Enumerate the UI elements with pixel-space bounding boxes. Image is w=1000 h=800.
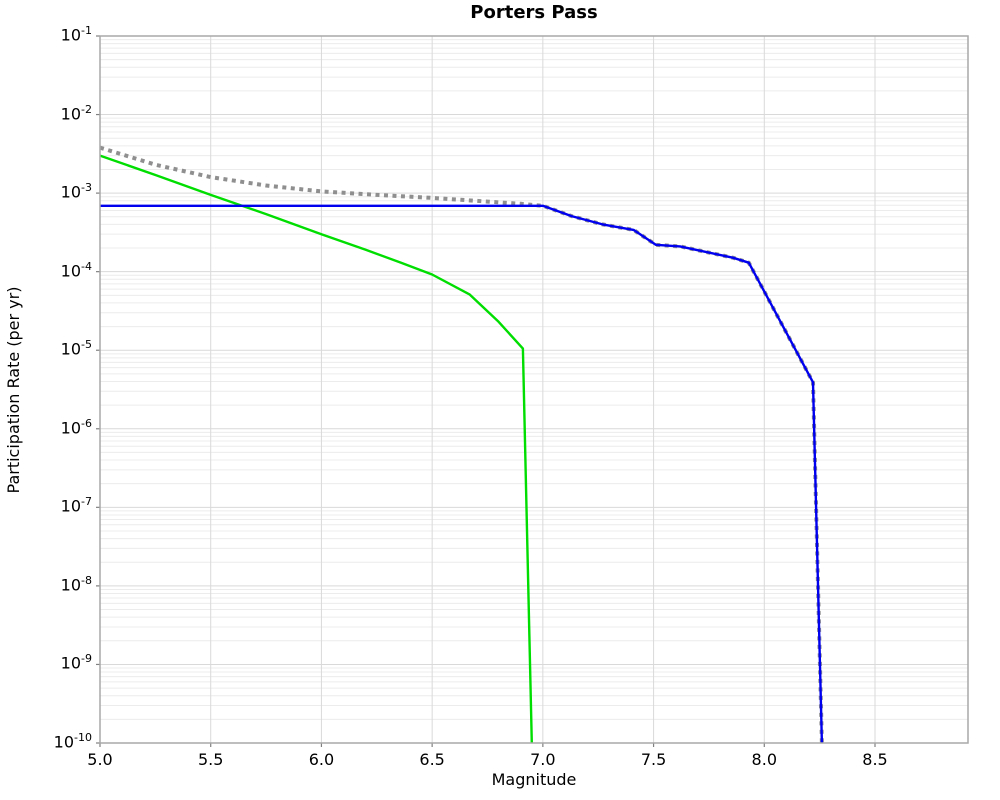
series-green-solid-curve bbox=[99, 154, 533, 744]
x-tick-label: 7.5 bbox=[640, 750, 667, 769]
y-tick-base: 10 bbox=[60, 25, 82, 45]
y-tick-label: 10-1 bbox=[22, 24, 92, 45]
y-tick-base: 10 bbox=[60, 496, 82, 516]
y-tick-exponent: -1 bbox=[81, 24, 92, 37]
y-tick-label: 10-9 bbox=[22, 652, 92, 673]
series-gray-dotted-curve bbox=[99, 145, 824, 744]
y-tick-label: 10-4 bbox=[22, 259, 92, 280]
x-tick-label: 6.5 bbox=[419, 750, 445, 769]
y-tick-exponent: -10 bbox=[74, 731, 92, 744]
x-axis-title: Magnitude bbox=[491, 770, 577, 789]
y-tick-label: 10-2 bbox=[22, 102, 92, 123]
x-tick-label: 7.0 bbox=[530, 750, 556, 769]
y-tick-exponent: -7 bbox=[81, 495, 92, 509]
y-tick-base: 10 bbox=[60, 103, 82, 123]
y-tick-label: 10-3 bbox=[22, 181, 92, 202]
y-tick-base: 10 bbox=[60, 182, 82, 202]
y-tick-base: 10 bbox=[60, 418, 82, 438]
chart-title: Porters Pass bbox=[470, 2, 598, 23]
y-tick-base: 10 bbox=[53, 732, 75, 752]
y-axis-title: Participation Rate (per yr) bbox=[4, 286, 23, 494]
plot-border bbox=[99, 35, 969, 744]
x-tick-label: 8.5 bbox=[862, 750, 888, 769]
y-tick-exponent: -6 bbox=[81, 416, 92, 430]
y-tick-exponent: -8 bbox=[81, 573, 92, 587]
y-tick-base: 10 bbox=[60, 339, 82, 359]
y-tick-label: 10-7 bbox=[22, 495, 92, 516]
y-tick-base: 10 bbox=[60, 653, 82, 673]
y-tick-exponent: -9 bbox=[81, 652, 92, 666]
y-tick-label: 10-6 bbox=[22, 416, 92, 438]
y-tick-exponent: -2 bbox=[81, 102, 92, 116]
y-tick-base: 10 bbox=[60, 575, 82, 595]
y-tick-label: 10-8 bbox=[22, 573, 92, 595]
x-tick-label: 6.0 bbox=[308, 750, 335, 769]
y-tick-exponent: -5 bbox=[81, 338, 92, 352]
y-tick-label: 10-10 bbox=[22, 731, 92, 752]
y-tick-base: 10 bbox=[60, 260, 82, 280]
series-blue-solid-curve bbox=[100, 204, 824, 744]
x-tick-label: 8.0 bbox=[751, 750, 777, 769]
x-tick-label: 5.0 bbox=[87, 750, 113, 769]
y-tick-exponent: -4 bbox=[81, 259, 92, 273]
x-tick-label: 5.5 bbox=[197, 750, 224, 769]
y-tick-label: 10-5 bbox=[22, 338, 92, 359]
y-tick-exponent: -3 bbox=[81, 181, 92, 195]
